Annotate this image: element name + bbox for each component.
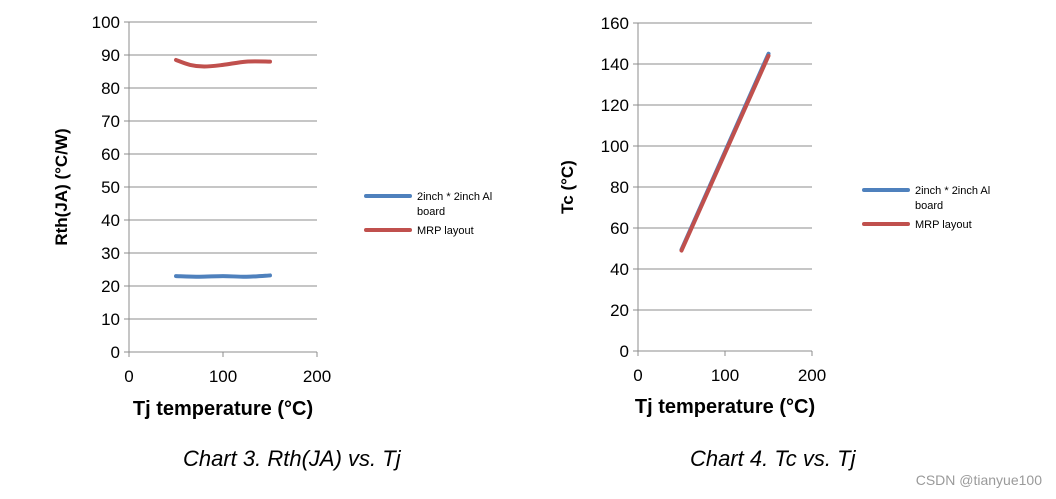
series-line-mrp-layout [679,53,771,253]
y-axis-label: Tc (°C) [558,160,577,214]
series-line-al-board [174,273,272,279]
y-tick-label: 80 [101,79,120,98]
y-tick-label: 100 [601,137,629,156]
legend-label: MRP layout [915,219,972,231]
legend-label: MRP layout [417,225,474,237]
chart4-caption: Chart 4. Tc vs. Tj [690,446,856,471]
y-tick-label: 40 [101,211,120,230]
x-axis-label: Tj temperature (°C) [635,396,815,418]
y-tick-label: 20 [101,277,120,296]
x-axis-label: Tj temperature (°C) [133,398,313,420]
y-tick-label: 0 [111,343,120,362]
x-tick-label: 100 [711,366,739,385]
y-tick-label: 120 [601,96,629,115]
chart-3: 0 10 20 30 40 50 60 70 80 90 100 0 100 200 Tj temperat… [52,13,492,420]
y-tick-label: 50 [101,178,120,197]
y-tick-label: 40 [610,260,629,279]
chart3-caption: Chart 3. Rth(JA) vs. Tj [183,446,401,471]
y-tick-label: 80 [610,178,629,197]
y-tick-label: 30 [101,244,120,263]
legend-label: 2inch * 2inch Al board [417,191,492,218]
y-tick-label: 100 [92,13,120,32]
y-tick-label: 60 [610,219,629,238]
y-tick-label: 140 [601,55,629,74]
x-tick-label: 0 [633,366,642,385]
y-tick-label: 160 [601,14,629,33]
y-axis-label: Rth(JA) (°C/W) [52,128,71,245]
x-tick-label: 200 [303,367,331,386]
x-tick-label: 0 [124,367,133,386]
series-line-mrp-layout [174,57,272,69]
y-tick-label: 90 [101,46,120,65]
x-tick-label: 100 [209,367,237,386]
y-tick-label: 10 [101,310,120,329]
x-tick-label: 200 [798,366,826,385]
chart-4: 0 20 40 60 80 100 120 140 160 0 100 200 Tj temperatu… [558,14,990,418]
legend-label: 2inch * 2inch Al board [915,185,990,212]
y-tick-label: 60 [101,145,120,164]
y-tick-label: 0 [620,342,629,361]
y-tick-label: 70 [101,112,120,131]
y-tick-label: 20 [610,301,629,320]
watermark: CSDN @tianyue100 [915,472,1042,488]
